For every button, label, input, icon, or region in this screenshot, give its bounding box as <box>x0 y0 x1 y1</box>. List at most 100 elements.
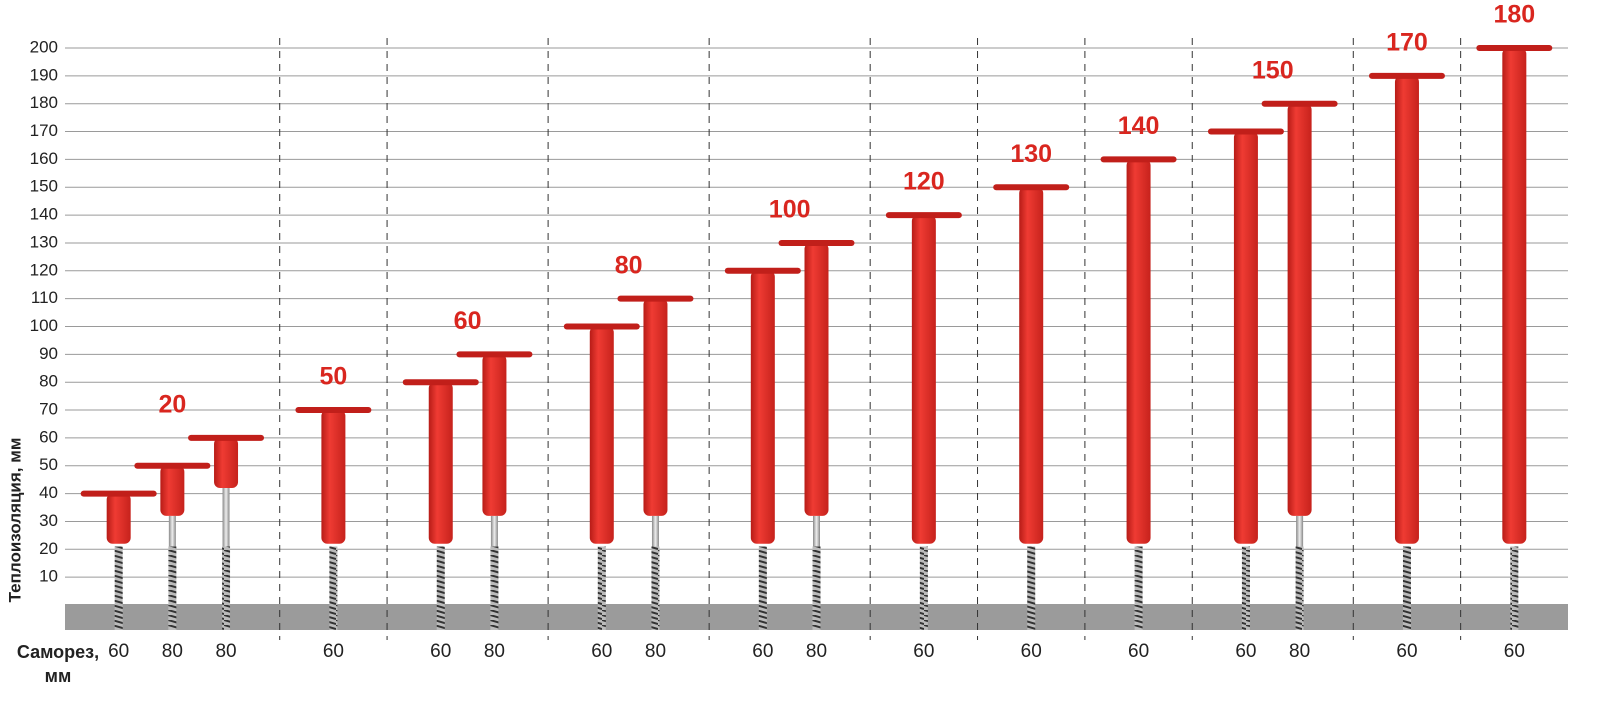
dowel-cap <box>1368 72 1445 79</box>
dowel <box>456 351 533 630</box>
dowel <box>402 379 479 630</box>
screw-thread <box>1134 546 1143 630</box>
dowel-cap <box>80 490 157 497</box>
dowel <box>1261 100 1338 630</box>
dowel-body <box>1502 48 1527 544</box>
dowel-cap <box>134 462 211 469</box>
screw-label: 60 <box>591 641 612 662</box>
screw-shaft <box>222 488 230 547</box>
dowel <box>1368 72 1445 630</box>
screw-label: 60 <box>752 641 773 662</box>
screw-label: 60 <box>1128 641 1149 662</box>
y-tick-label: 10 <box>39 567 58 586</box>
dowel-cap <box>617 295 694 302</box>
dowel <box>295 407 372 630</box>
y-tick-label: 100 <box>30 316 58 335</box>
dowel-cap <box>724 267 801 274</box>
dowel <box>563 323 640 630</box>
screw-thread <box>168 546 177 630</box>
screw-thread <box>1241 546 1250 630</box>
screw-shaft <box>490 515 498 547</box>
group-label: 20 <box>158 391 186 419</box>
y-tick-label: 70 <box>39 400 58 419</box>
screw-label: 80 <box>806 641 827 662</box>
screw-thread <box>1510 546 1519 630</box>
screw-thread <box>758 546 767 630</box>
group-label: 50 <box>319 363 347 391</box>
screw-thread <box>597 546 606 630</box>
dowel-body <box>804 242 829 516</box>
y-tick-label: 120 <box>30 260 58 279</box>
y-axis-label: Теплоизоляция, мм <box>5 438 24 603</box>
group-label: 60 <box>454 307 482 335</box>
screw-thread <box>329 546 338 630</box>
dowel-cap <box>295 407 372 414</box>
dowel-body <box>1019 187 1044 544</box>
y-tick-label: 90 <box>39 344 58 363</box>
screw-thread <box>1295 546 1304 630</box>
screw-label: 60 <box>913 641 934 662</box>
dowel-cap <box>456 351 533 358</box>
screw-label: 80 <box>645 641 666 662</box>
screw-label: 60 <box>1021 641 1042 662</box>
screw-label: 80 <box>162 641 183 662</box>
dowel <box>1476 45 1553 630</box>
screw-label: 60 <box>323 641 344 662</box>
screw-label: 80 <box>1289 641 1310 662</box>
dowel-cap <box>1207 128 1284 135</box>
y-tick-label: 20 <box>39 539 58 558</box>
screw-shaft <box>168 515 176 547</box>
group-label: 120 <box>903 168 945 196</box>
dowel <box>1207 128 1284 630</box>
y-tick-label: 50 <box>39 455 58 474</box>
screw-thread <box>114 546 123 630</box>
screw-thread <box>651 546 660 630</box>
dowel-cap <box>1100 156 1177 163</box>
y-tick-label: 140 <box>30 205 58 224</box>
group-label: 170 <box>1386 28 1428 56</box>
dowel <box>617 295 694 630</box>
screw-thread <box>436 546 445 630</box>
dowel <box>885 212 962 630</box>
dowel <box>188 434 265 630</box>
dowel <box>1100 156 1177 630</box>
dowel-cap <box>993 184 1070 191</box>
screw-label: 80 <box>215 641 236 662</box>
dowel-body <box>1233 131 1258 544</box>
dowel-body <box>482 354 507 516</box>
dowel-cap <box>778 239 855 246</box>
screw-label: 60 <box>108 641 129 662</box>
dowel-body <box>1287 103 1312 516</box>
dowel <box>80 490 157 630</box>
screw-shaft <box>651 515 659 547</box>
group-label: 80 <box>615 251 643 279</box>
screw-label: 60 <box>430 641 451 662</box>
y-tick-label: 170 <box>30 121 58 140</box>
dowel-cap <box>563 323 640 330</box>
screw-shaft <box>813 515 820 547</box>
dowel-cap <box>1261 100 1338 107</box>
dowel-body <box>589 326 614 544</box>
group-label: 140 <box>1118 112 1160 140</box>
dowel-body <box>1126 159 1151 544</box>
group-label: 100 <box>769 196 811 224</box>
screw-thread <box>812 546 821 630</box>
dowel-cap <box>1476 45 1553 51</box>
dowel-cap <box>188 434 265 441</box>
dowel <box>778 239 855 630</box>
y-tick-label: 200 <box>30 37 58 56</box>
dowel-cap <box>402 379 479 386</box>
screw-label: 60 <box>1235 641 1256 662</box>
dowel-body <box>321 410 346 544</box>
dowel-body <box>911 215 936 544</box>
screw-label: 80 <box>484 641 505 662</box>
y-tick-label: 40 <box>39 483 58 502</box>
group-label: 150 <box>1252 56 1294 84</box>
y-tick-label: 180 <box>30 93 58 112</box>
y-tick-label: 150 <box>30 177 58 196</box>
dowel <box>134 462 211 630</box>
group-label: 130 <box>1010 140 1052 168</box>
screw-thread <box>222 546 231 630</box>
